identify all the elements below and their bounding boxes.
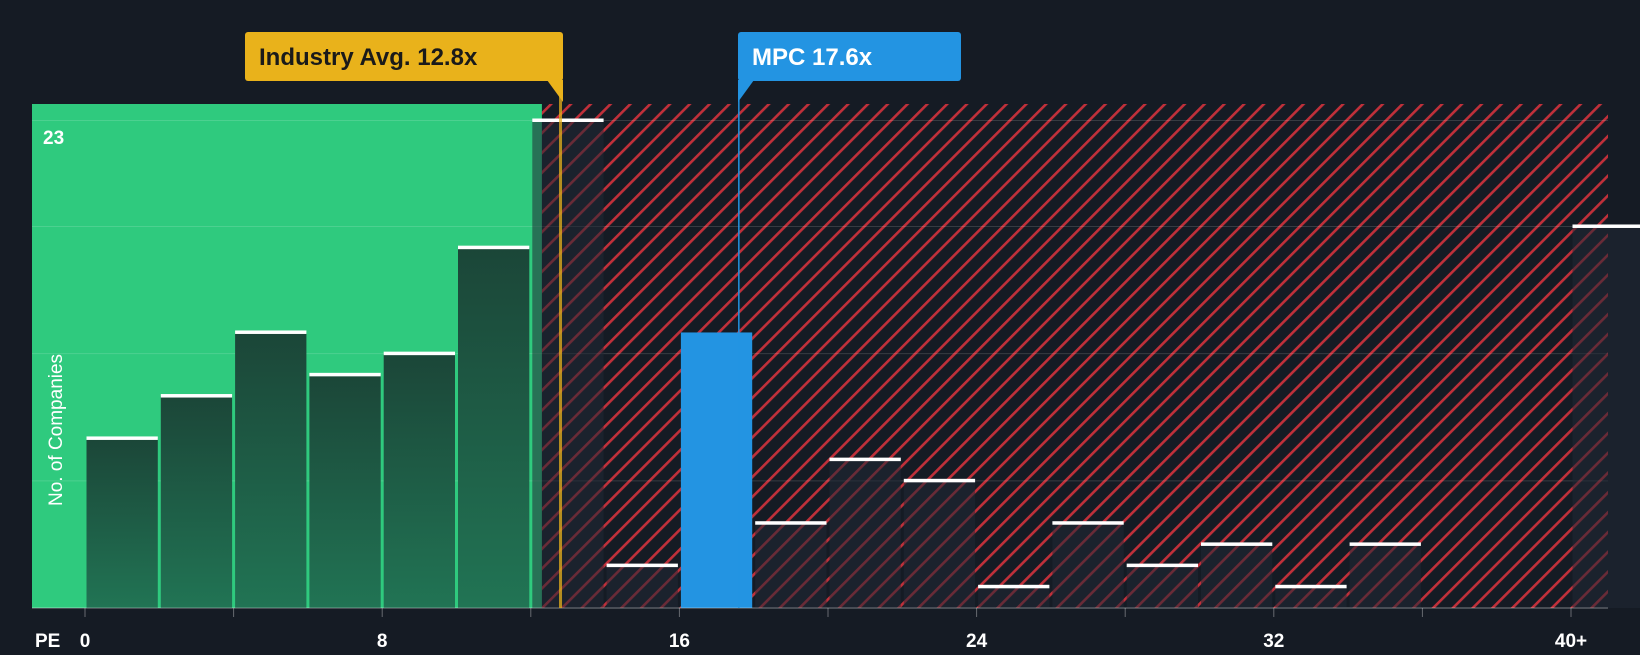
x-tick-label: 0 [80, 631, 91, 650]
y-max-label: 23 [43, 128, 64, 149]
histogram-bar [384, 354, 455, 608]
bar-top-cap [978, 585, 1049, 589]
bar-top-cap [607, 564, 678, 568]
bar-top-cap [830, 458, 901, 462]
histogram-bar [1052, 523, 1123, 608]
annotation-label: Industry Avg. 12.8x [259, 44, 478, 71]
bar-top-cap [1275, 585, 1346, 589]
bar-top-cap [1201, 542, 1272, 546]
bar-top-cap [1350, 542, 1421, 546]
histogram-bar [755, 523, 826, 608]
x-tick-label: 24 [966, 631, 988, 650]
y-axis-label: No. of Companies [46, 354, 67, 506]
histogram-bar [235, 332, 306, 608]
histogram-bar [309, 375, 380, 608]
histogram-bar [532, 121, 603, 609]
x-tick-label: 16 [669, 631, 690, 650]
histogram-bar [161, 396, 232, 608]
histogram-bar [681, 332, 752, 608]
bar-top-cap [87, 436, 158, 440]
bar-top-cap [904, 479, 975, 483]
bar-top-cap [309, 373, 380, 377]
histogram-bar [1201, 544, 1272, 608]
bar-top-cap [1127, 564, 1198, 568]
x-tick-label: 40+ [1555, 631, 1587, 650]
bar-top-cap [384, 352, 455, 356]
histogram-bar [830, 460, 901, 608]
histogram-bar [607, 566, 678, 608]
bar-top-cap [458, 246, 529, 250]
bar-top-cap [161, 394, 232, 398]
histogram-bar [87, 438, 158, 608]
bar-top-cap [235, 330, 306, 334]
histogram-bar [978, 587, 1049, 608]
bar-top-cap [532, 119, 603, 123]
histogram-bar [1350, 544, 1421, 608]
histogram-bar [1275, 587, 1346, 608]
annotation-pointer [738, 80, 754, 102]
x-tick-label: 8 [377, 631, 388, 650]
bar-top-cap [1052, 521, 1123, 525]
histogram-bar [1127, 566, 1198, 608]
x-tick-label: 32 [1263, 631, 1284, 650]
bar-top-cap [755, 521, 826, 525]
x-axis-label: PE [35, 631, 60, 650]
annotation-label: MPC 17.6x [752, 44, 873, 71]
histogram-bar [1573, 226, 1640, 608]
histogram-bar [904, 481, 975, 608]
bar-top-cap [1573, 224, 1640, 228]
histogram-bar [458, 248, 529, 608]
